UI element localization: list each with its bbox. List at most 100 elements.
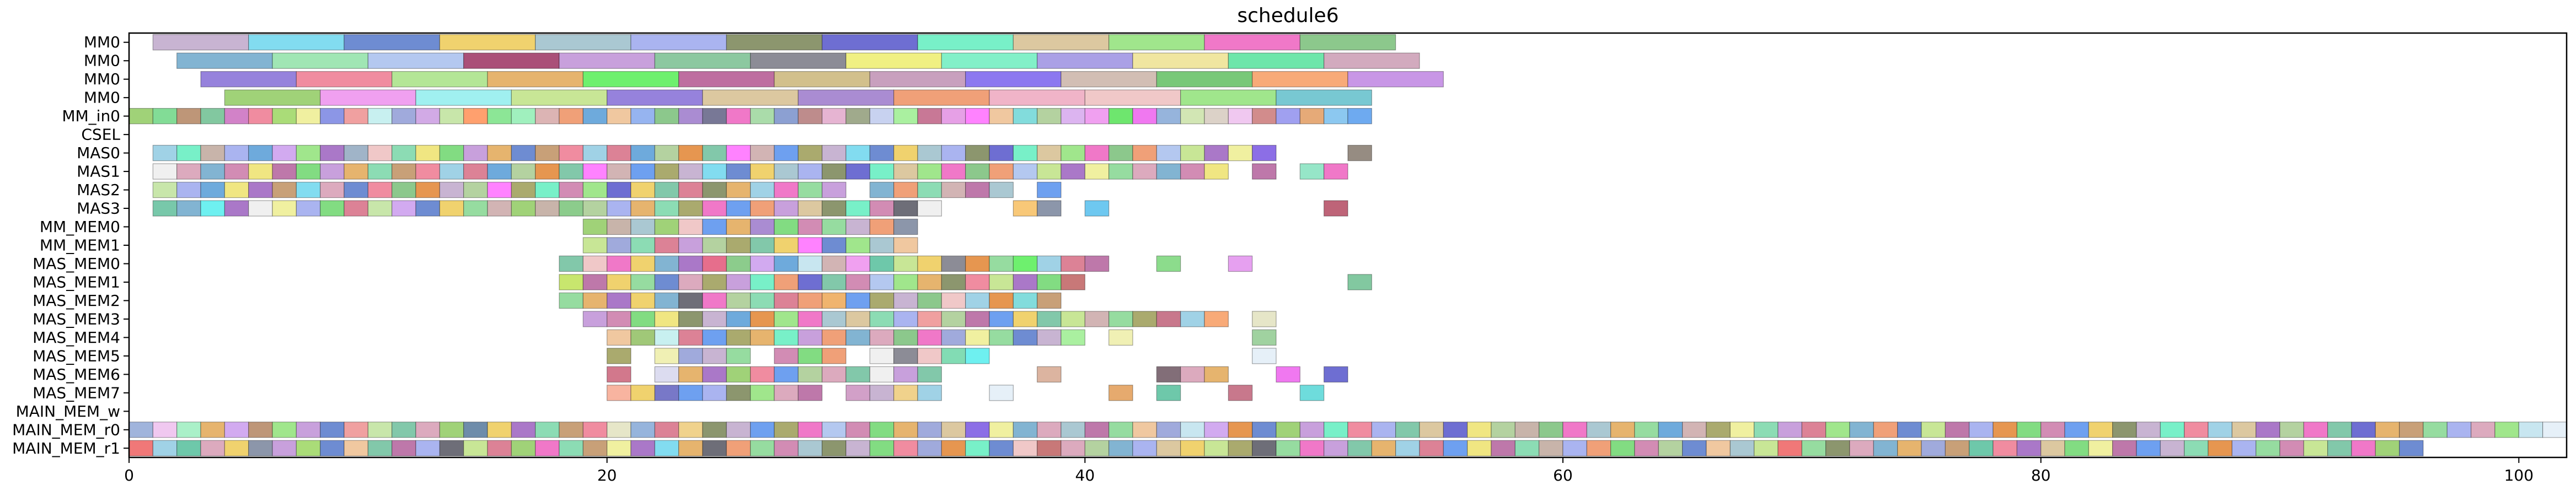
task-bar [1706,422,1731,438]
task-bar [1347,144,1372,161]
task-bar [200,440,225,456]
task-bar [415,89,512,106]
task-bar [797,329,823,346]
task-bar [678,440,703,456]
task-bar [869,181,895,198]
task-bar [248,144,273,161]
task-bar [1276,107,1300,125]
task-bar [582,422,608,438]
task-bar [1324,52,1420,69]
task-bar [869,255,895,272]
task-bar [1682,422,1707,438]
task-bar [296,181,321,198]
task-bar [392,107,416,125]
task-bar [2231,440,2257,456]
task-bar [1013,200,1038,217]
task-bar [535,144,560,161]
task-bar [917,422,942,438]
task-bar [439,200,464,217]
task-bar [1252,311,1277,327]
task-bar [1108,440,1133,456]
task-bar [1037,163,1062,180]
row-label: MAS3 [77,200,120,218]
task-bar [774,237,799,254]
task-bar [917,107,942,125]
task-bar [487,200,512,217]
x-tick-label: 20 [597,466,617,484]
task-bar [1132,107,1157,125]
task-bar [917,385,942,401]
task-bar [726,366,751,383]
row-label: MM0 [84,33,120,51]
task-bar [272,422,297,438]
task-bar [1945,422,1970,438]
task-bar [678,71,775,88]
task-bar [2016,422,2042,438]
task-bar [822,218,847,235]
task-bar [176,422,201,438]
task-bar [941,163,966,180]
task-bar [989,181,1014,198]
task-bar [582,274,608,290]
task-bar [750,422,775,438]
task-bar [2327,422,2352,438]
task-bar [296,144,321,161]
task-bar [1993,440,2017,456]
task-bar [582,163,608,180]
task-bar [774,255,799,272]
task-bar [1061,311,1085,327]
task-bar [678,292,703,309]
task-bar [439,422,464,438]
task-bar [797,348,823,364]
task-bar [487,440,512,456]
task-bar [176,144,201,161]
task-bar [750,292,775,309]
task-bar [367,144,393,161]
task-bar [2208,422,2232,438]
task-bar [1013,422,1038,438]
task-bar [1754,440,1779,456]
task-bar [893,292,918,309]
task-bar [1252,163,1277,180]
task-bar [1061,440,1085,456]
task-bar [200,422,225,438]
task-bar [822,311,847,327]
task-bar [630,107,655,125]
task-bar [1180,107,1205,125]
task-bar [607,237,631,254]
task-bar [415,144,440,161]
row-label: MM0 [84,52,120,70]
task-bar [296,440,321,456]
task-bar [1108,385,1133,401]
task-bar [917,292,942,309]
task-bar [224,163,249,180]
task-bar [392,181,416,198]
task-bar [750,218,775,235]
task-bar [200,163,225,180]
task-bar [702,181,727,198]
task-bar [702,329,727,346]
task-bar [176,163,201,180]
task-bar [797,144,823,161]
task-bar [941,255,966,272]
task-bar [511,422,536,438]
task-bar [845,274,870,290]
task-bar [1610,422,1635,438]
task-bar [893,255,918,272]
task-bar [248,181,273,198]
task-bar [2375,440,2400,456]
task-bar [1754,422,1779,438]
task-bar [248,107,273,125]
task-bar [726,274,751,290]
task-bar [893,422,918,438]
task-bar [822,255,847,272]
task-bar [917,144,942,161]
task-bar [1156,71,1253,88]
row-label: MAS_MEM0 [33,255,120,273]
task-bar [822,34,918,51]
x-tick-label: 0 [124,466,134,484]
task-bar [630,163,655,180]
task-bar [1276,440,1300,456]
task-bar [726,385,751,401]
task-bar [774,366,799,383]
